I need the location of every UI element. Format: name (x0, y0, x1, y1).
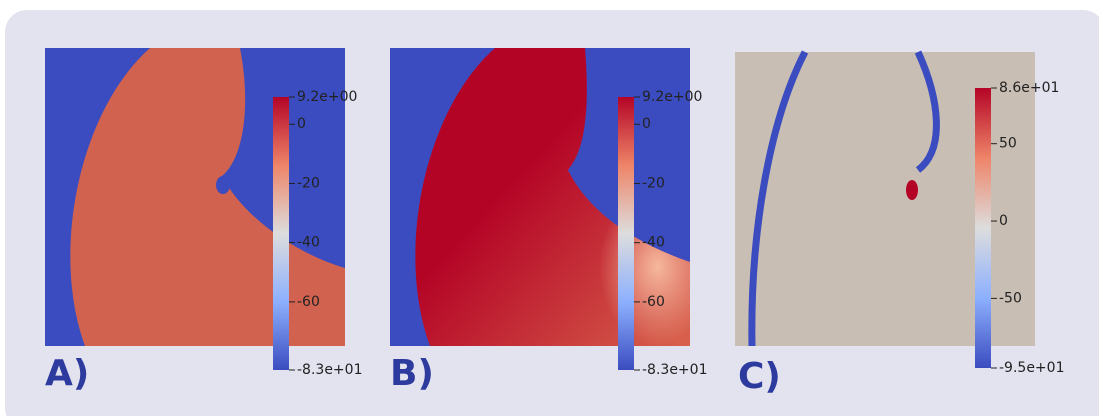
panel-label: B) (390, 353, 434, 394)
panel-label: A) (45, 353, 89, 394)
colorbar-tick-label: -60 (642, 294, 665, 310)
colorbar-tick-label: 0 (999, 213, 1008, 229)
colorbar-tick-label: 0 (642, 116, 651, 132)
colorbar (273, 97, 289, 370)
colorbar-tick-label: 8.6e+01 (999, 80, 1059, 96)
colorbar-tick-label: 9.2e+00 (297, 89, 357, 105)
colorbar-tick-label: -20 (642, 175, 665, 191)
colorbar-tick-label: -40 (642, 235, 665, 251)
colorbar-tick-label: 9.2e+00 (642, 89, 702, 105)
colorbar (618, 97, 634, 370)
colorbar-tick-label: -20 (297, 175, 320, 191)
colorbar-tick-label: 0 (297, 116, 306, 132)
colorbar-tick-label: -50 (999, 290, 1022, 306)
colorbar (975, 88, 991, 368)
colorbar-tick-label: -60 (297, 294, 320, 310)
colorbar-tick-label: -40 (297, 235, 320, 251)
panel-label: C) (738, 356, 781, 397)
colorbar-tick-label: 50 (999, 136, 1017, 152)
colorbar-tick-label: -8.3e+01 (642, 362, 707, 378)
colorbar-tick-label: -8.3e+01 (297, 362, 362, 378)
colorbar-tick-label: -9.5e+01 (999, 360, 1064, 376)
